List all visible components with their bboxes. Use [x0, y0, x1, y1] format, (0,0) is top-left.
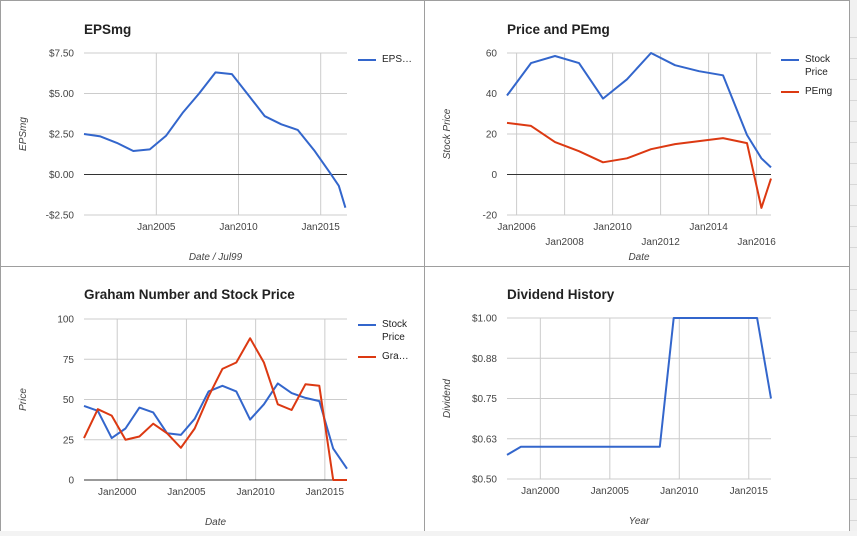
- x-tick-label: Jan2005: [591, 486, 630, 497]
- series-line: [506, 52, 772, 169]
- legend-label: EPS…: [382, 54, 413, 65]
- x-tick-label: Jan2010: [219, 222, 258, 233]
- x-tick-label: Jan2010: [236, 487, 275, 498]
- y-tick-label: 40: [486, 89, 498, 100]
- legend-label: Stock Price: [382, 319, 408, 343]
- y-tick-label: 0: [68, 476, 74, 487]
- chart-title: Dividend History: [507, 287, 615, 302]
- y-tick-label: $1.00: [472, 314, 497, 325]
- price-pe-chart: -20 0 20 40 60 Jan2006 Jan2008 Jan2010 Jan2012 Ja…: [442, 49, 776, 264]
- y-tick-label: $0.75: [472, 394, 497, 405]
- graham-chart-panel: Graham Number and Stock Price 0 25 50 75 100…: [0, 266, 425, 532]
- y-tick-label: $7.50: [49, 49, 74, 60]
- x-axis-title: Date: [205, 517, 227, 528]
- legend-item: Stock Price: [781, 53, 832, 79]
- y-axis-title: Stock Price: [442, 108, 453, 159]
- y-tick-label: $2.50: [49, 130, 74, 141]
- x-axis-title: Date / Jul99: [189, 252, 243, 263]
- x-tick-label: Jan2015: [302, 222, 341, 233]
- y-tick-label: 25: [63, 435, 75, 446]
- x-axis-title: Date: [628, 252, 650, 263]
- price-pe-chart-panel: Price and PEmg -20 0 20 40 60 Jan2006 Jan2008 J…: [424, 0, 850, 267]
- y-tick-label: 60: [486, 49, 498, 60]
- x-tick-label: Jan2006: [497, 222, 536, 233]
- eps-chart: -$2.50 $0.00 $2.50 $5.00 $7.50 Jan2005 Jan2010…: [18, 49, 347, 263]
- y-axis-title: EPSmg: [18, 117, 29, 151]
- x-tick-label: Jan2008: [545, 237, 584, 248]
- y-tick-label: 75: [63, 355, 75, 366]
- series-line: [83, 337, 347, 481]
- y-tick-label: 50: [63, 395, 75, 406]
- y-tick-label: $0.88: [472, 354, 497, 365]
- x-tick-label: Jan2005: [167, 487, 206, 498]
- legend-swatch: [781, 91, 799, 93]
- y-tick-label: $0.50: [472, 475, 497, 486]
- x-tick-label: Jan2015: [306, 487, 345, 498]
- x-axis-title: Year: [629, 516, 650, 527]
- sheet-edge: [850, 0, 857, 536]
- x-tick-label: Jan2014: [689, 222, 728, 233]
- y-tick-label: $5.00: [49, 89, 74, 100]
- legend-swatch: [358, 356, 376, 358]
- legend-item: EPS…: [358, 53, 412, 66]
- chart-title: Price and PEmg: [507, 22, 610, 37]
- chart-legend: Stock Price PEmg: [781, 53, 832, 104]
- y-tick-label: 100: [57, 315, 74, 326]
- legend-swatch: [358, 324, 376, 326]
- legend-swatch: [781, 59, 799, 61]
- sheet-edge-bottom: [0, 531, 857, 536]
- x-tick-label: Jan2012: [641, 237, 680, 248]
- x-tick-label: Jan2010: [593, 222, 632, 233]
- x-tick-label: Jan2005: [137, 222, 176, 233]
- series-line: [83, 382, 348, 470]
- legend-label: Gra…: [382, 351, 409, 362]
- eps-chart-panel: EPSmg -$2.50 $0.00 $2.50 $5.00 $7.50 Jan2005 J…: [0, 0, 425, 267]
- y-tick-label: 0: [491, 170, 497, 181]
- series-line: [83, 71, 347, 208]
- legend-swatch: [358, 59, 376, 61]
- x-tick-label: Jan2000: [521, 486, 560, 497]
- x-tick-label: Jan2016: [737, 237, 776, 248]
- x-tick-label: Jan2000: [98, 487, 137, 498]
- series-line: [506, 317, 772, 456]
- chart-title: EPSmg: [84, 22, 132, 37]
- x-tick-label: Jan2010: [660, 486, 699, 497]
- x-tick-label: Jan2015: [730, 486, 769, 497]
- legend-label: Stock Price: [805, 54, 831, 78]
- y-tick-label: $0.00: [49, 170, 74, 181]
- legend-item: PEmg: [781, 85, 832, 98]
- y-tick-label: -20: [483, 211, 498, 222]
- legend-item: Gra…: [358, 350, 409, 363]
- chart-title: Graham Number and Stock Price: [84, 287, 295, 302]
- dividend-chart-panel: Dividend History $0.50 $0.63 $0.75 $0.88 $1.…: [424, 266, 850, 532]
- y-axis-title: Dividend: [442, 379, 453, 418]
- y-tick-label: -$2.50: [46, 211, 75, 222]
- series-line: [506, 121, 772, 209]
- chart-legend: Stock Price Gra…: [358, 318, 409, 369]
- legend-item: Stock Price: [358, 318, 409, 344]
- y-tick-label: 20: [486, 130, 498, 141]
- chart-legend: EPS…: [358, 53, 412, 72]
- dividend-chart: $0.50 $0.63 $0.75 $0.88 $1.00 Jan2000 Jan2005 J…: [442, 314, 772, 527]
- legend-label: PEmg: [805, 86, 833, 97]
- y-axis-title: Price: [18, 388, 29, 411]
- y-tick-label: $0.63: [472, 434, 497, 445]
- graham-chart: 0 25 50 75 100 Jan2000 Jan2005 Jan2010 Jan2015 Da…: [18, 315, 348, 528]
